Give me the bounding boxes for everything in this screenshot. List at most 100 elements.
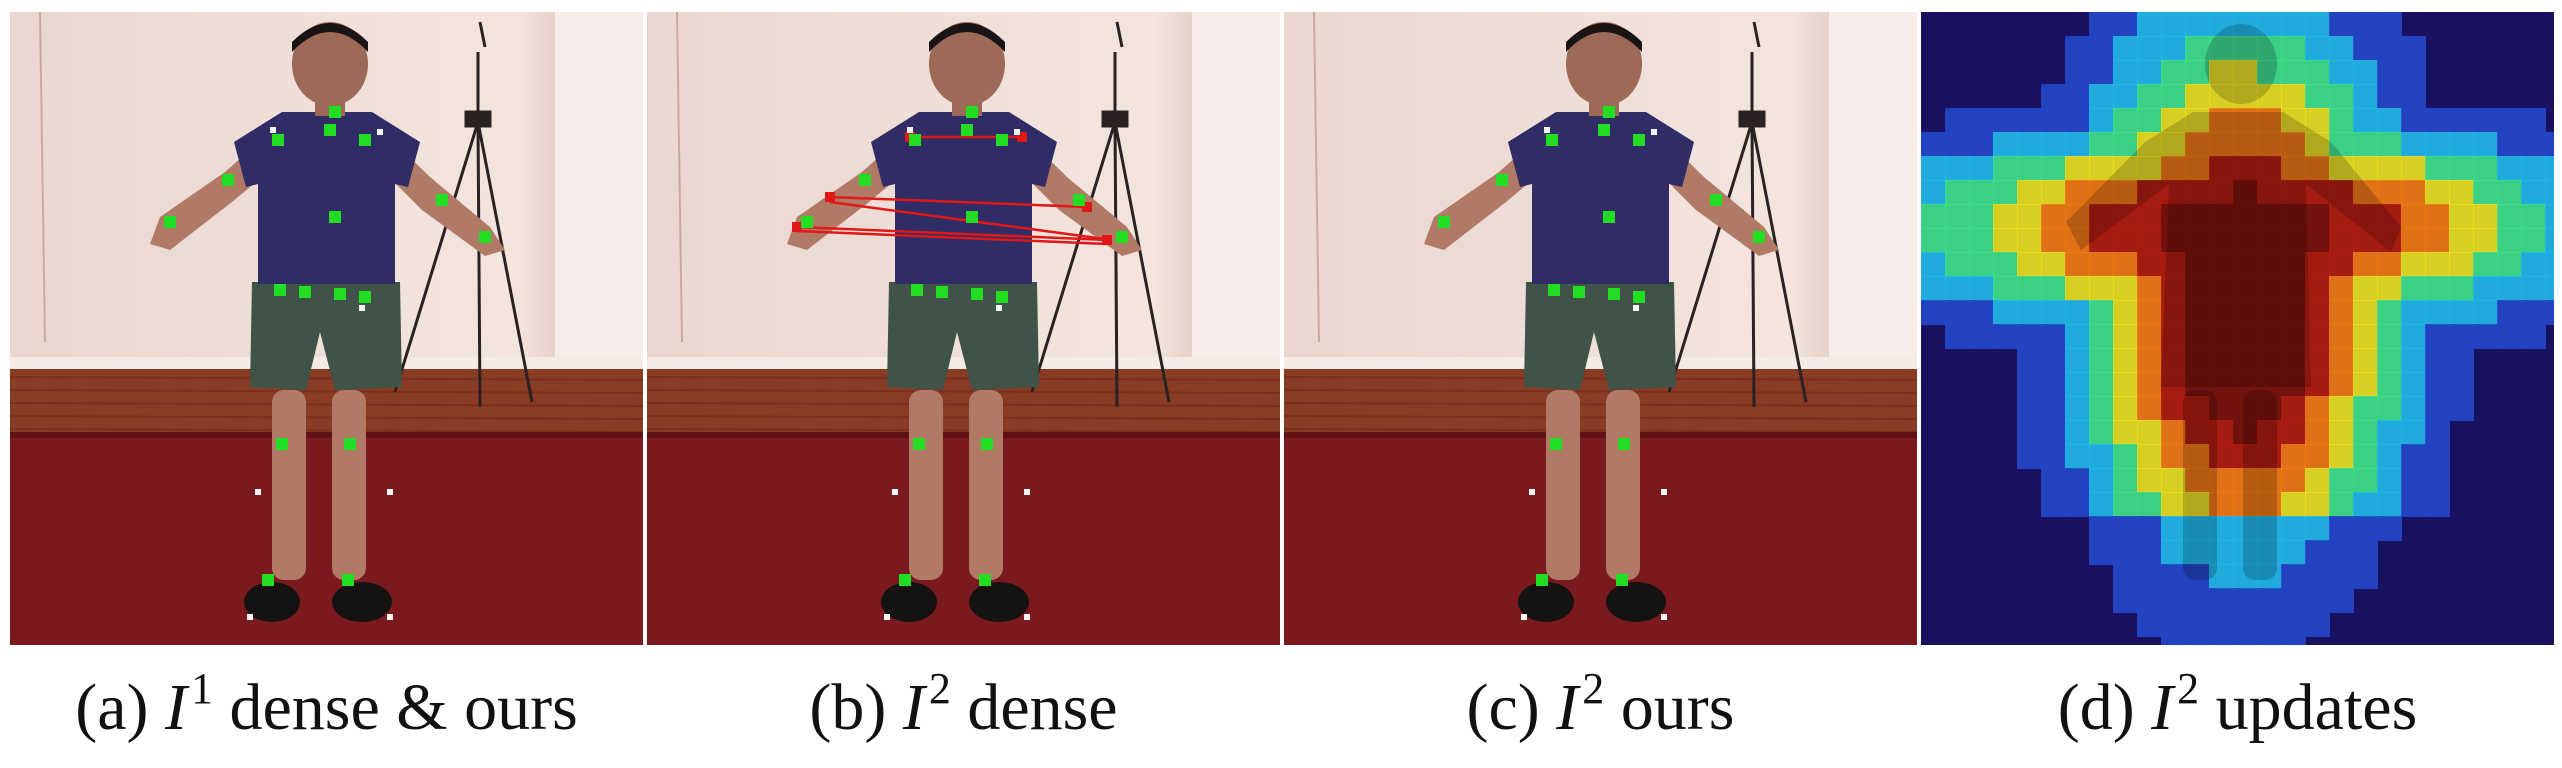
keypoint-marker	[276, 438, 288, 450]
keypoint-marker	[892, 489, 898, 495]
baseboard	[10, 357, 643, 369]
person-silhouette	[2066, 24, 2401, 580]
keypoint-marker	[1633, 305, 1639, 311]
keypoint-marker	[981, 438, 993, 450]
keypoint-marker	[255, 489, 261, 495]
keypoint-marker	[344, 438, 356, 450]
keypoint-marker	[1024, 614, 1030, 620]
tripod	[1667, 21, 1808, 408]
keypoint-marker	[222, 174, 234, 186]
keypoint-marker	[1521, 614, 1527, 620]
tripod	[1030, 21, 1171, 408]
keypoint-marker	[1598, 124, 1610, 136]
keypoint-marker	[966, 106, 978, 118]
match-endpoint	[1017, 132, 1027, 142]
photo-keypoints-c	[1284, 12, 1917, 645]
keypoint-marker	[1651, 129, 1657, 135]
keypoint-marker	[971, 288, 983, 300]
keypoint-marker	[299, 286, 311, 298]
keypoint-marker	[907, 127, 913, 133]
keypoint-marker	[1438, 216, 1450, 228]
caption-suffix: dense & ours	[212, 671, 578, 744]
figure-panel-c	[1284, 12, 1917, 645]
match-endpoint	[1082, 202, 1092, 212]
keypoint-marker	[342, 574, 354, 586]
baseboard	[1284, 357, 1917, 369]
keypoint-marker	[801, 216, 813, 228]
keypoint-marker	[996, 134, 1008, 146]
keypoint-marker	[324, 124, 336, 136]
keypoint-marker	[1014, 129, 1020, 135]
keypoint-marker	[1616, 574, 1628, 586]
keypoint-marker	[899, 574, 911, 586]
keypoint-marker	[884, 614, 890, 620]
caption-prefix: (a)	[75, 671, 165, 744]
caption-superscript: 2	[2177, 664, 2200, 713]
match-endpoint	[825, 192, 835, 202]
keypoint-marker	[1024, 489, 1030, 495]
keypoint-marker	[1710, 194, 1722, 206]
keypoint-marker	[1603, 106, 1615, 118]
keypoint-marker	[1496, 174, 1508, 186]
keypoint-marker	[1633, 134, 1645, 146]
keypoint-marker	[247, 614, 253, 620]
carpet	[647, 432, 1280, 645]
caption-b: (b) I2 dense	[647, 664, 1280, 755]
keypoint-marker	[1536, 574, 1548, 586]
caption-prefix: (d)	[2057, 671, 2152, 744]
keypoint-marker	[1548, 284, 1560, 296]
caption-a: (a) I1 dense & ours	[10, 664, 643, 755]
figure-panel-a	[10, 12, 643, 645]
caption-superscript: 2	[1582, 664, 1605, 713]
keypoint-marker	[387, 489, 393, 495]
tripod	[393, 21, 534, 408]
keypoint-marker	[1550, 438, 1562, 450]
caption-superscript: 1	[190, 664, 213, 713]
keypoint-marker	[1753, 231, 1765, 243]
keypoint-marker	[1073, 194, 1085, 206]
keypoint-marker	[359, 291, 371, 303]
keypoint-marker	[262, 574, 274, 586]
caption-c: (c) I2 ours	[1284, 664, 1917, 755]
match-endpoint	[792, 222, 802, 232]
caption-suffix: dense	[950, 671, 1118, 744]
wall-pillar	[1192, 12, 1280, 392]
keypoint-marker	[436, 194, 448, 206]
keypoint-marker	[329, 211, 341, 223]
keypoint-marker	[961, 124, 973, 136]
caption-suffix: ours	[1604, 671, 1735, 744]
caption-superscript: 2	[928, 664, 951, 713]
keypoint-marker	[859, 174, 871, 186]
baseboard	[647, 357, 1280, 369]
person	[1424, 22, 1779, 622]
keypoint-marker	[1618, 438, 1630, 450]
keypoint-marker	[911, 284, 923, 296]
keypoint-marker	[164, 216, 176, 228]
keypoints	[801, 106, 1128, 620]
keypoint-marker	[1661, 489, 1667, 495]
keypoint-marker	[272, 134, 284, 146]
keypoint-marker	[1608, 288, 1620, 300]
keypoint-marker	[377, 129, 383, 135]
keypoint-marker	[936, 286, 948, 298]
caption-symbol: I	[902, 671, 925, 744]
keypoint-marker	[274, 284, 286, 296]
keypoint-marker	[1544, 127, 1550, 133]
figure-panel-b	[647, 12, 1280, 645]
caption-symbol: I	[165, 671, 187, 744]
keypoints	[1438, 106, 1765, 620]
keypoint-marker	[387, 614, 393, 620]
caption-prefix: (c)	[1466, 671, 1557, 744]
keypoint-marker	[329, 106, 341, 118]
keypoint-marker	[1633, 291, 1645, 303]
carpet	[1284, 432, 1917, 645]
keypoint-marker	[359, 305, 365, 311]
keypoint-marker	[1546, 134, 1558, 146]
keypoint-marker	[1116, 231, 1128, 243]
keypoint-marker	[1529, 489, 1535, 495]
keypoint-marker	[966, 211, 978, 223]
match-endpoint	[1102, 235, 1112, 245]
caption-symbol: I	[2151, 671, 2174, 744]
keypoint-marker	[1603, 211, 1615, 223]
caption-suffix: updates	[2199, 671, 2418, 744]
